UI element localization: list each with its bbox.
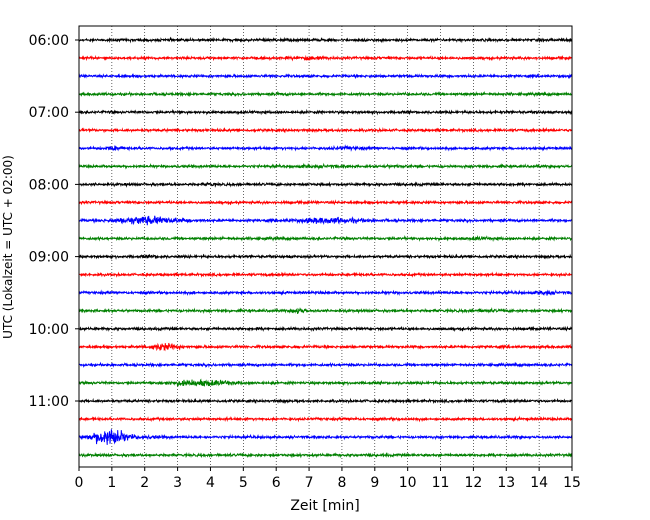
seismic-trace	[78, 235, 573, 242]
seismic-trace	[78, 215, 573, 226]
x-tick-label: 0	[75, 475, 84, 491]
seismic-trace	[78, 361, 573, 369]
x-tick-label: 12	[464, 475, 482, 491]
y-tick-label: 10:00	[29, 322, 69, 338]
plot-frame	[78, 25, 573, 468]
x-tick-label: 6	[272, 475, 281, 491]
x-tick-label: 10	[399, 475, 417, 491]
seismic-trace	[78, 253, 573, 260]
y-axis-label: UTC (Lokalzeit = UTC + 02:00)	[1, 155, 15, 339]
traces	[78, 36, 573, 459]
seismic-trace	[78, 289, 573, 296]
seismic-trace	[78, 162, 573, 171]
x-tick-label: 14	[530, 475, 548, 491]
y-tick-label: 08:00	[29, 177, 69, 193]
seismic-trace	[78, 378, 573, 387]
seismic-trace	[78, 397, 573, 405]
y-tick-label: 09:00	[29, 250, 69, 266]
seismic-trace	[78, 127, 573, 134]
seismic-trace	[78, 54, 573, 62]
seismic-trace	[78, 271, 573, 278]
x-tick-label: 5	[239, 475, 248, 491]
y-tick-label: 06:00	[29, 33, 69, 49]
seismic-trace	[78, 451, 573, 459]
seismic-trace	[78, 36, 573, 44]
x-tick-label: 13	[497, 475, 515, 491]
x-tick-label: 3	[173, 475, 182, 491]
seismic-trace	[78, 325, 573, 332]
x-tick-label: 15	[563, 475, 581, 491]
seismic-trace	[78, 90, 573, 98]
x-tick-label: 7	[305, 475, 314, 491]
x-tick-label: 8	[337, 475, 346, 491]
seismic-trace	[78, 181, 573, 188]
seismic-trace	[78, 429, 573, 445]
x-axis: 0 1 2 3 4 5 6 7 8 9 10 11 12 13 14 15	[75, 467, 581, 491]
seismic-trace	[78, 108, 573, 116]
seismic-trace	[78, 342, 573, 352]
seismic-trace	[78, 415, 573, 423]
y-tick-label: 07:00	[29, 105, 69, 121]
seismic-trace	[78, 72, 573, 80]
x-tick-label: 9	[370, 475, 379, 491]
seismic-trace	[78, 199, 573, 206]
plot-area	[79, 26, 572, 467]
x-tick-label: 4	[206, 475, 215, 491]
x-tick-label: 11	[432, 475, 450, 491]
seismic-trace	[78, 307, 573, 315]
x-tick-label: 1	[107, 475, 116, 491]
x-tick-label: 2	[140, 475, 149, 491]
y-axis: 06:00 07:00 08:00 09:00 10:00 11:00	[29, 33, 79, 410]
seismic-trace	[78, 144, 573, 152]
x-axis-label: Zeit [min]	[290, 498, 359, 514]
y-tick-label: 11:00	[29, 394, 69, 410]
